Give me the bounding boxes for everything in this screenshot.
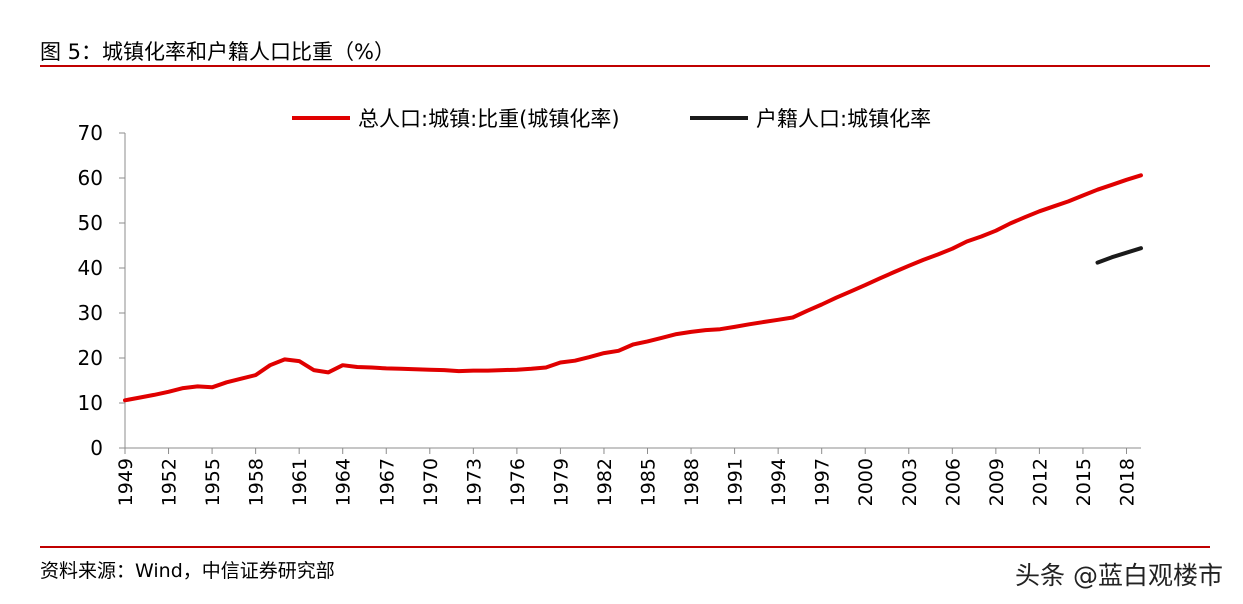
watermark-text: 头条 @蓝白观楼市 <box>1015 561 1223 590</box>
x-tick-label: 2015 <box>1073 458 1095 506</box>
x-tick-label: 1952 <box>159 458 181 506</box>
series-layer <box>123 173 1143 403</box>
x-tick-label: 1973 <box>463 458 485 506</box>
x-tick-label: 2012 <box>1029 458 1051 506</box>
legend-label-1: 总人口:城镇:比重(城镇化率) <box>358 107 620 131</box>
x-tick-label: 1949 <box>115 458 137 506</box>
legend-label-2: 户籍人口:城镇化率 <box>756 107 931 131</box>
y-tick-label: 40 <box>78 256 103 280</box>
y-tick-label: 0 <box>90 436 103 460</box>
x-tick-label: 1979 <box>550 458 572 506</box>
x-tick-label: 2000 <box>855 458 877 506</box>
x-tick-label: 1997 <box>812 458 834 506</box>
x-tick-label: 1976 <box>507 458 529 506</box>
y-axis: 0 10 20 30 40 50 60 70 <box>78 121 126 460</box>
series-line-2 <box>1095 246 1143 265</box>
figure-title: 图 5：城镇化率和户籍人口比重（%） <box>40 40 395 64</box>
x-tick-label: 1985 <box>638 458 660 506</box>
x-tick-label: 2003 <box>899 458 921 506</box>
x-tick-label: 1970 <box>420 458 442 506</box>
y-tick-label: 50 <box>78 211 103 235</box>
x-tick-label: 1982 <box>594 458 616 506</box>
series-line-1 <box>123 173 1143 403</box>
x-tick-label: 2018 <box>1116 458 1138 506</box>
y-tick-label: 10 <box>78 391 103 415</box>
y-tick-label: 20 <box>78 346 103 370</box>
x-tick-label: 1955 <box>202 458 224 506</box>
source-divider <box>40 546 1210 548</box>
chart-legend: 总人口:城镇:比重(城镇化率) 户籍人口:城镇化率 <box>292 107 931 131</box>
title-divider <box>40 65 1210 67</box>
y-tick-label: 30 <box>78 301 103 325</box>
x-tick-label: 1967 <box>376 458 398 506</box>
source-note: 资料来源：Wind，中信证券研究部 <box>40 560 335 582</box>
x-tick-label: 1994 <box>768 458 790 506</box>
x-tick-label: 1988 <box>681 458 703 506</box>
x-axis: 1949 1952 1955 1958 1961 1964 1967 1970 1973 1976… <box>115 447 1141 506</box>
x-tick-label: 1964 <box>333 458 355 506</box>
x-tick-label: 2009 <box>986 458 1008 506</box>
x-tick-label: 1991 <box>725 458 747 506</box>
y-tick-label: 60 <box>78 166 103 190</box>
x-tick-label: 1958 <box>246 458 268 506</box>
y-tick-label: 70 <box>78 121 103 145</box>
x-tick-label: 2006 <box>942 458 964 506</box>
x-tick-label: 1961 <box>289 458 311 506</box>
